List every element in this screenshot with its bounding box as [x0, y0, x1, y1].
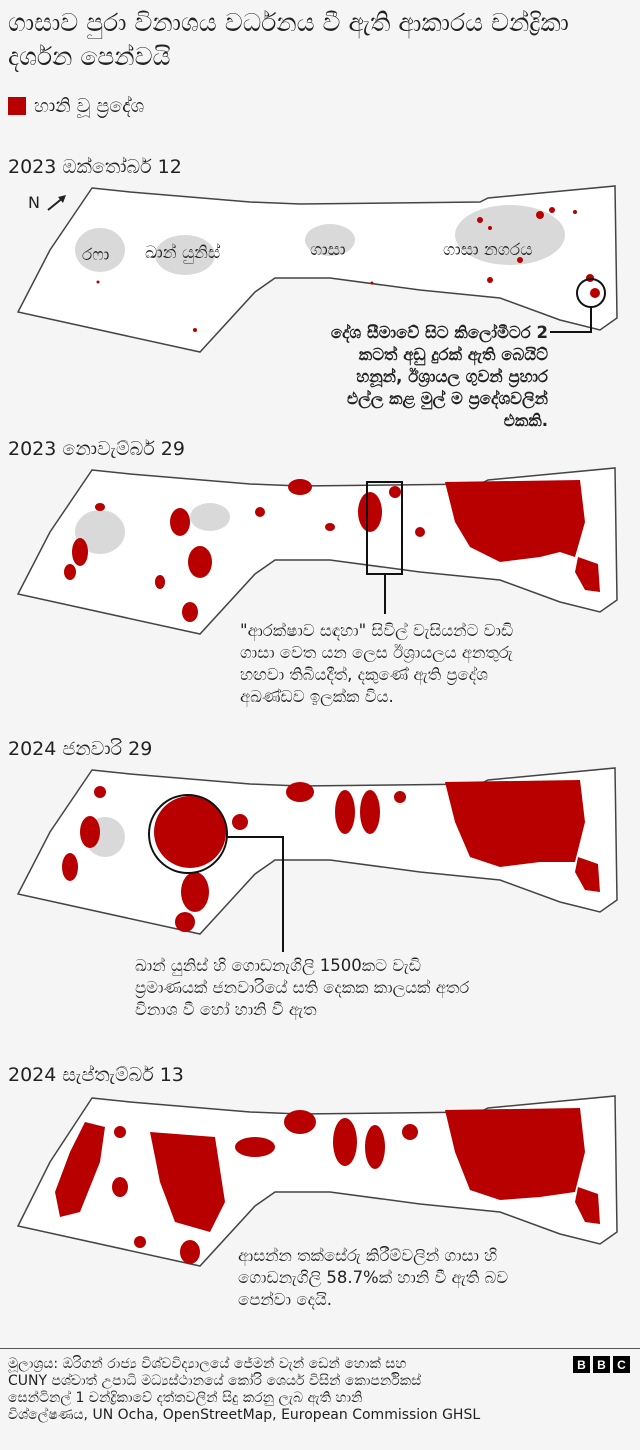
- annotation-overall-damage: ආසන්න තක්සේරු කිරීම්වලින් ගාසා හි ගොඩනැග…: [238, 1246, 509, 1309]
- legend-label: හානි වූ ප්‍රදේශ: [34, 95, 145, 117]
- place-rafah: රෆා: [82, 245, 109, 265]
- north-arrow-icon: [47, 194, 66, 211]
- bbc-logo-letter: C: [613, 1356, 630, 1373]
- north-indicator: N: [28, 193, 68, 212]
- damage-legend-swatch: [8, 97, 26, 115]
- source-note: මූලාශ්‍රය: ඔරිගන් රාජ්‍ය විශ්වවිද්‍යාලයේ…: [8, 1356, 481, 1423]
- bbc-logo: B B C: [573, 1356, 630, 1373]
- khan-younis-highlight: [148, 794, 228, 874]
- map-panel-jan-2024: [0, 762, 640, 952]
- place-gaza-city: ගාසා නගරය: [443, 240, 532, 260]
- page-title: ගාසාව පුරා විනාශය වර්ධනය වී ඇති ආකාරය චන…: [8, 8, 569, 71]
- panel-3-date: 2024 ජනවාරි 29: [8, 738, 153, 760]
- bbc-logo-letter: B: [573, 1356, 590, 1373]
- map-panel-oct-2023: රෆා ඛාන් යුනිස් ගාසා ගාසා නගරය: [0, 180, 640, 370]
- panel-1-date: 2023 ඔක්තෝබර් 12: [8, 156, 182, 178]
- annotation-khan-younis: ඛාන් යුනිස් හි ගොඩනැගිලි 1500කට වැඩි ප්‍…: [135, 956, 470, 1019]
- place-gaza: ගාසා: [310, 240, 346, 260]
- north-label: N: [28, 193, 40, 212]
- place-khan-younis: ඛාන් යුනිස්: [145, 243, 220, 263]
- map-panel-sep-2024: [0, 1092, 640, 1282]
- panel-2-date: 2023 නොවැම්බර් 29: [8, 438, 185, 460]
- bbc-logo-letter: B: [593, 1356, 610, 1373]
- callout-leader: [550, 307, 592, 333]
- annotation-safe-zone: "ආරක්ෂාව සඳහා" සිවිල් වැසියන්ට වාඩි ගාසා…: [240, 621, 514, 706]
- footer-divider: [0, 1348, 640, 1349]
- annotation-beit-hanoun: දේශ සීමාවේ සිට කිලෝමීටර 2 කටත් අඩු දුරක්…: [330, 323, 548, 430]
- legend: හානි වූ ප්‍රදේශ: [8, 95, 144, 117]
- map-panel-nov-2023: [0, 462, 640, 652]
- panel-4-date: 2024 සැප්තැම්බර් 13: [8, 1064, 184, 1086]
